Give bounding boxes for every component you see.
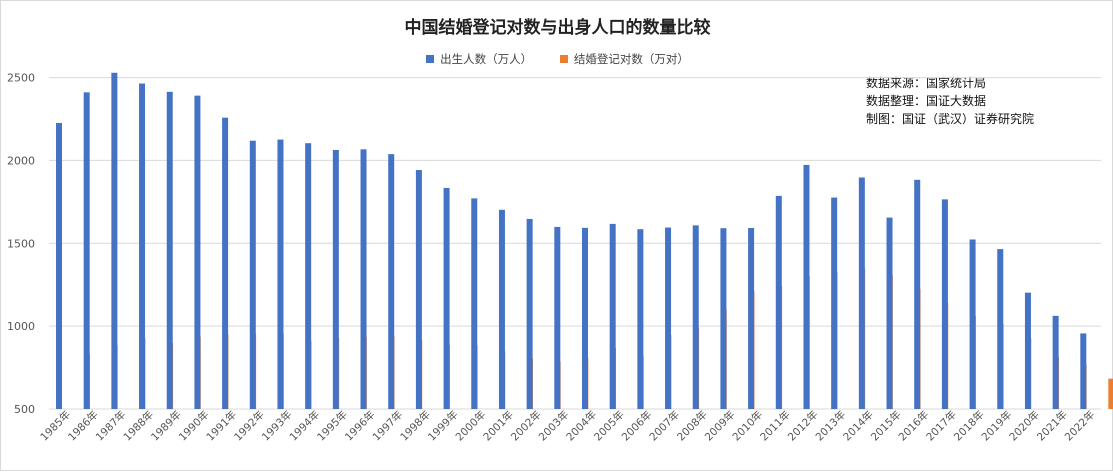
bar-births (582, 227, 588, 409)
bar-births (471, 198, 478, 409)
legend-label-births: 出生人数（万人） (440, 52, 533, 66)
legend-item-marriages: 结婚登记对数（万对） (559, 51, 689, 67)
bar-births (748, 228, 755, 409)
bar-births (554, 226, 561, 409)
bar-births (56, 122, 62, 409)
bar-births (332, 149, 339, 409)
bar-births (720, 228, 727, 409)
bar-births (665, 227, 672, 409)
y-tick-label: 1000 (7, 320, 35, 333)
bar-births (194, 95, 201, 410)
source-line-compile: 数据整理：国证大数据 (866, 94, 987, 108)
y-tick-label: 2500 (7, 72, 35, 85)
bar-births (1052, 315, 1059, 409)
bar-births (83, 92, 90, 409)
bar-births (498, 209, 505, 409)
y-tick-label: 1500 (7, 237, 35, 250)
bar-births (388, 154, 395, 409)
bar-births (305, 143, 312, 410)
bar-births (139, 83, 146, 409)
bar-births (166, 91, 173, 409)
bar-births (443, 187, 450, 409)
y-tick-label: 500 (14, 403, 35, 416)
bar-births (609, 223, 616, 409)
source-line-data: 数据来源：国家统计局 (866, 76, 987, 90)
bar-births (277, 139, 284, 409)
bar-births (360, 149, 367, 409)
source-line-chart: 制图：国证（武汉）证券研究院 (866, 112, 1035, 126)
bar-births (526, 218, 533, 409)
bar-marriages (1108, 378, 1113, 409)
bar-births (914, 179, 921, 409)
legend-swatch-marriages (559, 55, 568, 63)
legend-label-marriages: 结婚登记对数（万对） (573, 52, 689, 66)
chart-legend: 出生人数（万人） 结婚登记对数（万对） (1, 51, 1113, 67)
bar-births (692, 225, 699, 409)
bar-births (941, 199, 948, 409)
bar-births (222, 117, 229, 409)
y-tick-label: 2000 (7, 154, 35, 167)
chart-title: 中国结婚登记对数与出身人口的数量比较 (404, 18, 711, 38)
bar-births (111, 72, 118, 409)
bar-births (858, 177, 865, 409)
bar-births (775, 195, 782, 409)
bar-births (637, 229, 644, 409)
bar-births (997, 249, 1004, 409)
bar-births (1024, 292, 1031, 409)
bar-births (249, 140, 256, 410)
bar-births (969, 239, 976, 409)
source-note: 数据来源：国家统计局 数据整理：国证大数据 制图：国证（武汉）证券研究院 (866, 74, 1034, 128)
x-tick-label: 2022年 (1062, 408, 1098, 444)
bar-births (831, 197, 838, 409)
bar-births (415, 170, 422, 409)
legend-swatch-births (426, 55, 435, 63)
bar-births (803, 164, 810, 409)
legend-item-births: 出生人数（万人） (426, 51, 532, 67)
bar-births (1080, 333, 1087, 409)
bar-births (886, 217, 893, 409)
